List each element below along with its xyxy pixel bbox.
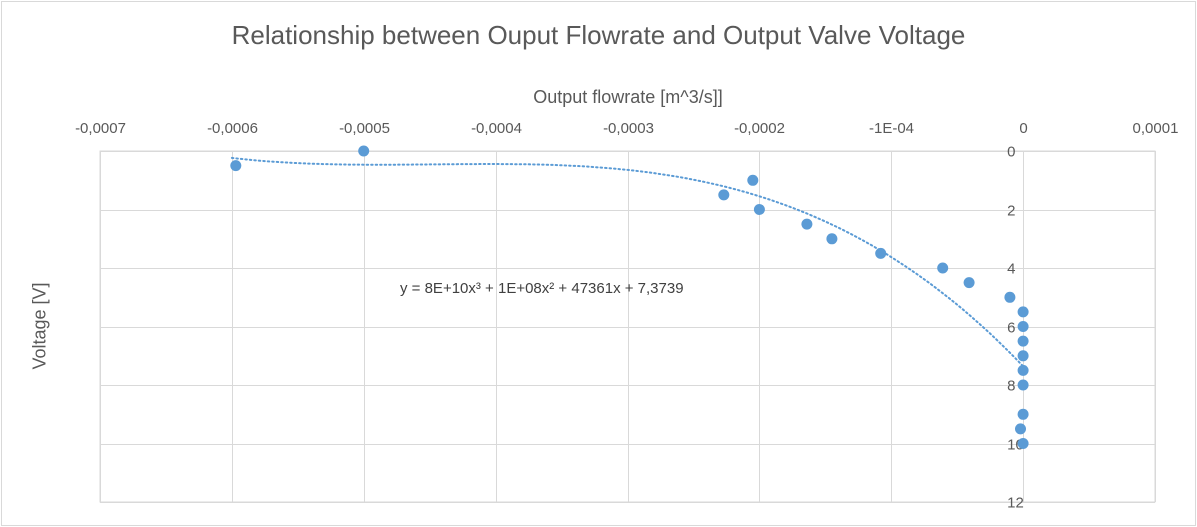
trendline: [230, 156, 1025, 368]
data-point: [1017, 364, 1029, 376]
data-point: [230, 160, 242, 172]
x-tick-label: -0,0007: [75, 120, 126, 137]
y-tick-label: 2: [1007, 203, 1015, 220]
y-tick-label: 6: [1007, 320, 1015, 337]
x-tick-label: -0,0006: [207, 120, 258, 137]
data-point: [1017, 350, 1029, 362]
x-tick-label: 0: [1019, 120, 1027, 137]
y-tick-label: 0: [1007, 144, 1015, 161]
data-point: [1017, 379, 1029, 391]
x-tick-label: -0,0003: [603, 120, 654, 137]
y-tick-label: 4: [1007, 261, 1015, 278]
y-tick-label: 12: [1007, 495, 1024, 512]
y-tick-label: 8: [1007, 378, 1015, 395]
x-axis-title: Output flowrate [m^3/s]]: [533, 87, 723, 107]
x-tick-label: -0,0005: [339, 120, 390, 137]
data-point: [747, 174, 759, 186]
data-point: [1017, 438, 1029, 449]
x-tick-label: -0,0004: [471, 120, 522, 137]
data-point: [1004, 291, 1016, 303]
x-tick-label: -0,0002: [734, 120, 785, 137]
data-point: [963, 277, 975, 289]
data-point: [1017, 321, 1029, 332]
x-tick-label: 0,0001: [1133, 120, 1179, 137]
trendline-equation: y = 8E+10x³ + 1E+08x² + 47361x + 7,3739: [400, 280, 684, 297]
data-point: [1017, 335, 1029, 347]
data-point: [875, 247, 887, 259]
data-point: [358, 145, 370, 157]
data-point: [718, 189, 730, 201]
plot-border: [99, 150, 1156, 503]
data-point: [1017, 408, 1029, 420]
x-tick-label: -1E-04: [869, 120, 914, 137]
data-point: [1017, 306, 1029, 318]
data-point: [826, 233, 838, 245]
data-point: [937, 262, 949, 274]
data-point: [753, 204, 765, 215]
data-point: [801, 218, 813, 230]
chart-title: Relationship between Ouput Flowrate and …: [231, 20, 966, 50]
data-point: [1015, 423, 1026, 435]
